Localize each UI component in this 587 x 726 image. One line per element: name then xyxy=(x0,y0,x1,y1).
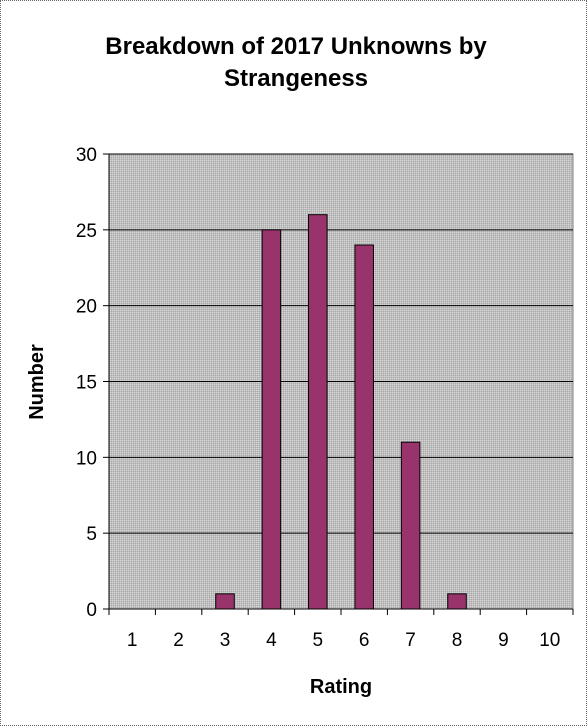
chart-title-line-1: Breakdown of 2017 Unknowns by xyxy=(105,33,487,60)
gridlines xyxy=(109,153,573,534)
bar-rating-6 xyxy=(354,244,374,610)
y-axis-title: Number xyxy=(26,344,48,420)
y-tick-label: 30 xyxy=(76,145,97,166)
y-tick-label: 20 xyxy=(76,297,97,318)
y-tick-label: 0 xyxy=(86,600,97,621)
bars xyxy=(215,214,467,610)
bar-rating-8 xyxy=(447,593,467,610)
x-tick-label: 5 xyxy=(313,630,324,651)
x-tick-label: 7 xyxy=(405,630,416,651)
chart-title-line-2: Strangeness xyxy=(224,65,368,92)
bar-rating-4 xyxy=(261,229,282,610)
x-tick-label: 8 xyxy=(452,630,463,651)
x-axis-title: Rating xyxy=(310,676,372,698)
x-tick-label: 10 xyxy=(539,630,560,651)
bar-rating-3 xyxy=(215,593,235,610)
y-tick-label: 10 xyxy=(76,448,97,469)
y-axis-ticks: 0 5 10 15 20 25 30 xyxy=(76,145,109,621)
y-tick-label: 25 xyxy=(76,221,97,242)
x-tick-label: 9 xyxy=(498,630,509,651)
y-tick-label: 5 xyxy=(86,524,97,545)
x-tick-label: 3 xyxy=(220,630,231,651)
x-tick-label: 1 xyxy=(127,630,138,651)
x-axis-ticks: 1 2 3 4 5 6 7 8 9 10 xyxy=(108,609,574,651)
y-tick-label: 15 xyxy=(76,373,97,394)
x-tick-label: 6 xyxy=(359,630,370,651)
x-tick-label: 2 xyxy=(173,630,184,651)
bar-rating-5 xyxy=(308,214,328,610)
bar-rating-7 xyxy=(400,441,421,610)
x-tick-label: 4 xyxy=(266,630,277,651)
